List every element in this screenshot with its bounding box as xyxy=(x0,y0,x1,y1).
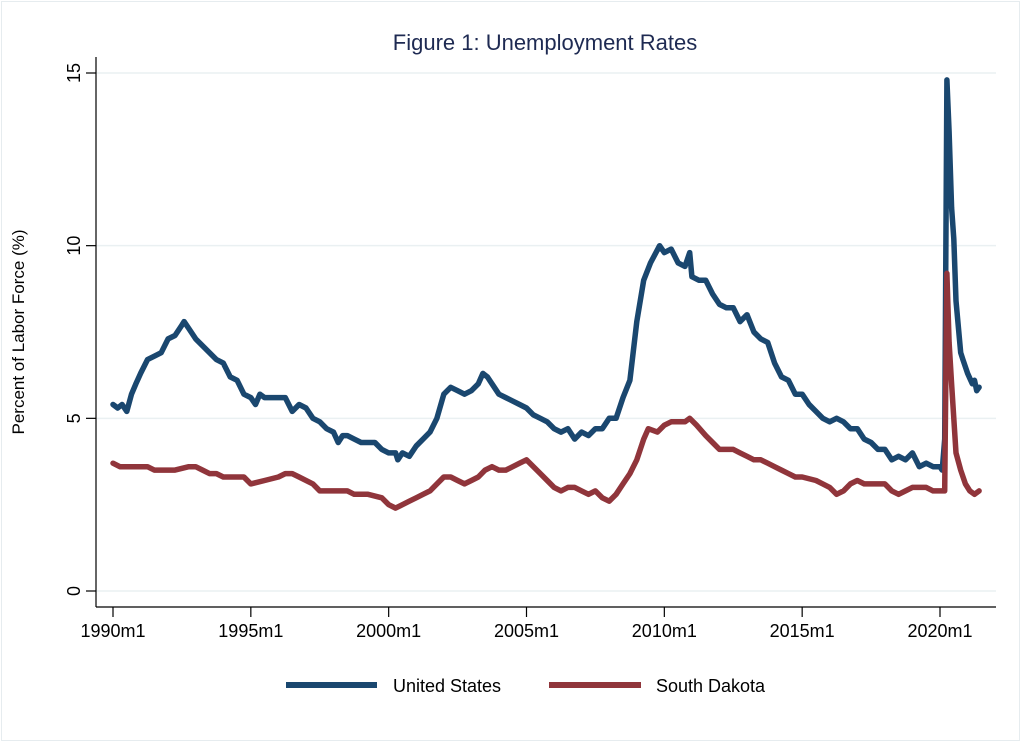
y-axis-label: Percent of Labor Force (%) xyxy=(9,229,28,434)
x-tick-label: 2015m1 xyxy=(770,621,835,641)
axes xyxy=(95,57,996,608)
y-ticks: 0 5 10 15 xyxy=(64,63,96,596)
y-tick-label: 0 xyxy=(64,586,84,596)
legend-label-south-dakota: South Dakota xyxy=(656,676,766,696)
x-tick-label: 2000m1 xyxy=(356,621,421,641)
x-tick-label: 2020m1 xyxy=(907,621,972,641)
y-tick-label: 15 xyxy=(64,63,84,83)
x-tick-label: 2005m1 xyxy=(494,621,559,641)
chart-title: Figure 1: Unemployment Rates xyxy=(393,30,697,55)
x-tick-label: 1995m1 xyxy=(218,621,283,641)
series-lines xyxy=(110,77,982,511)
y-tick-label: 5 xyxy=(64,413,84,423)
x-ticks: 1990m1 1995m1 2000m1 2005m1 2010m1 2015m1 2020… xyxy=(80,607,973,641)
x-tick-label: 1990m1 xyxy=(80,621,145,641)
series-line-united-states xyxy=(110,77,982,473)
legend-label-united-states: United States xyxy=(393,676,501,696)
x-tick-label: 2010m1 xyxy=(632,621,697,641)
gridlines xyxy=(96,72,996,592)
series-line-south-dakota xyxy=(110,270,982,511)
legend: United States South Dakota xyxy=(286,676,766,696)
y-tick-label: 10 xyxy=(64,236,84,256)
